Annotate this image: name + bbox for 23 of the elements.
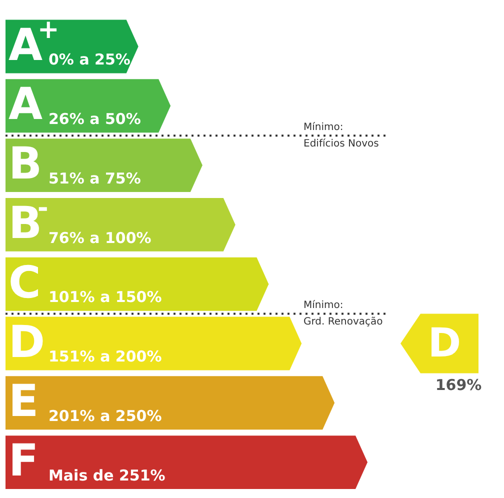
y-tick-label: D bbox=[8, 316, 46, 368]
bar bbox=[6, 257, 269, 311]
annotation: 151% a 200% bbox=[48, 348, 162, 366]
y-tick-label: F bbox=[8, 436, 39, 487]
annotation: Mais de 251% bbox=[48, 466, 166, 484]
bar bbox=[6, 376, 335, 430]
y-tick-label: C bbox=[8, 257, 41, 308]
annotation: Mínimo: Grd. Renovação bbox=[304, 300, 383, 328]
annotation: 201% a 250% bbox=[48, 406, 162, 425]
y-tick-label: E bbox=[8, 376, 39, 428]
annotation: 26% a 50% bbox=[48, 110, 141, 128]
text: D bbox=[428, 320, 462, 366]
annotation: 0% a 25% bbox=[48, 50, 130, 69]
bar bbox=[6, 436, 368, 490]
annotation: 101% a 150% bbox=[48, 288, 162, 306]
annotation: 51% a 75% bbox=[48, 169, 141, 188]
annotation: Mínimo: Edifícios Novos bbox=[304, 122, 379, 150]
y-tick-label: A bbox=[8, 79, 43, 130]
y-tick-label: B- bbox=[8, 193, 48, 250]
annotation: 76% a 100% bbox=[48, 228, 152, 247]
text: 169% bbox=[435, 376, 482, 394]
bar bbox=[6, 316, 302, 370]
y-tick-label: B bbox=[8, 138, 42, 190]
